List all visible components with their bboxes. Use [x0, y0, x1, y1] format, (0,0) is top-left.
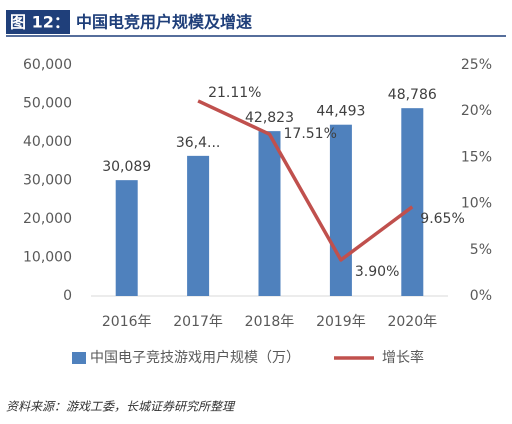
y-tick-label: 50,000	[23, 96, 72, 112]
y2-tick-label: 25%	[461, 57, 492, 73]
x-tick-label: 2016年	[102, 314, 152, 330]
x-tick-label: 2020年	[387, 314, 437, 330]
bar-value-label: 30,089	[102, 159, 151, 175]
y-tick-label: 60,000	[23, 57, 72, 73]
bar	[187, 155, 210, 296]
figure-label: 图 12：	[10, 13, 70, 32]
bar	[258, 131, 281, 296]
line-value-label: 17.51%	[284, 126, 337, 142]
bar-value-label: 36,4...	[176, 135, 221, 151]
y2-tick-label: 5%	[470, 242, 492, 258]
line-value-label: 3.90%	[355, 264, 399, 280]
title-badge	[6, 10, 70, 34]
y2-tick-label: 15%	[461, 149, 492, 165]
bar	[115, 180, 138, 296]
source: 资料来源：游戏工委，长城证券研究所整理	[6, 400, 236, 414]
legend-label: 增长率	[382, 349, 424, 366]
y-tick-label: 40,000	[23, 134, 72, 150]
legend-label: 中国电子竞技游戏用户规模（万）	[90, 349, 300, 366]
y-tick-label: 30,000	[23, 173, 72, 189]
chart-title: 中国电竞用户规模及增速	[76, 13, 252, 32]
y2-tick-label: 10%	[461, 196, 492, 212]
y2-tick-label: 0%	[470, 288, 492, 304]
bar-value-label: 42,823	[245, 110, 294, 126]
line-value-label: 21.11%	[208, 85, 261, 101]
y-tick-label: 10,000	[23, 250, 72, 266]
x-tick-label: 2017年	[173, 314, 223, 330]
y-tick-label: 20,000	[23, 211, 72, 227]
bar-value-label: 44,493	[316, 104, 365, 120]
y2-tick-label: 20%	[461, 103, 492, 119]
y-tick-label: 0	[63, 288, 72, 304]
bar-value-label: 48,786	[388, 87, 437, 103]
line-value-label: 9.65%	[420, 211, 464, 227]
legend-swatch	[72, 352, 86, 364]
bar	[329, 124, 352, 296]
x-tick-label: 2019年	[316, 314, 366, 330]
x-tick-label: 2018年	[245, 314, 295, 330]
bar	[401, 108, 424, 297]
line	[197, 99, 414, 262]
